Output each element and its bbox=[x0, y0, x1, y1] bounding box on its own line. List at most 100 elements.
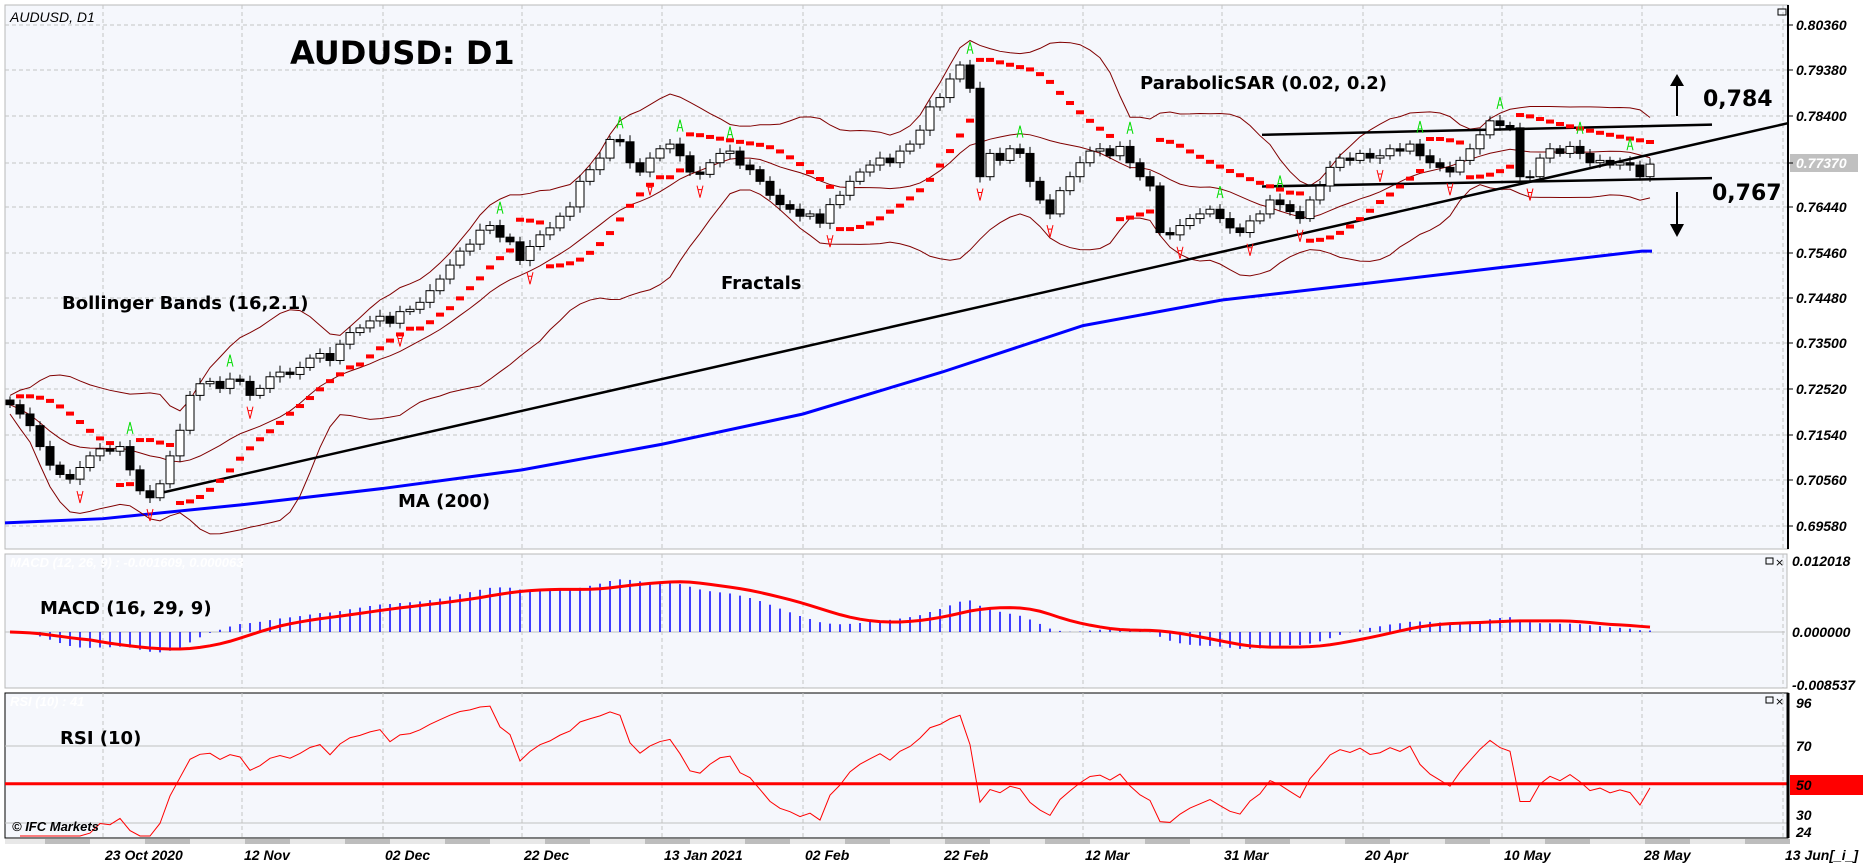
candle bbox=[1015, 148, 1025, 154]
sar-dot bbox=[956, 133, 964, 138]
candle bbox=[335, 343, 345, 361]
sar-dot bbox=[1166, 139, 1174, 144]
sar-dot bbox=[126, 482, 134, 487]
fractal-up-icon bbox=[1576, 121, 1584, 135]
rsi-label: RSI (10) bbox=[60, 728, 141, 749]
rsi-close-icon[interactable]: × bbox=[1775, 695, 1784, 708]
sar-label: ParabolicSAR (0.02, 0.2) bbox=[1140, 73, 1387, 94]
sar-dot bbox=[286, 411, 294, 416]
candle bbox=[645, 157, 655, 173]
candle bbox=[1485, 120, 1495, 136]
price-tick: 0.72520 bbox=[1796, 381, 1847, 397]
price-tick: 0.74480 bbox=[1796, 290, 1847, 306]
macd-maximize-icon[interactable] bbox=[1765, 557, 1774, 565]
sar-dot bbox=[916, 188, 924, 193]
fractal-down-icon bbox=[146, 508, 154, 522]
sar-dot bbox=[686, 132, 694, 137]
candle bbox=[285, 371, 295, 375]
fractal-up-icon bbox=[1416, 120, 1424, 134]
candle bbox=[1475, 134, 1485, 150]
sar-dot bbox=[666, 175, 674, 180]
rsi-panel bbox=[4, 692, 1789, 839]
price-tick: 0.71540 bbox=[1796, 427, 1847, 443]
sar-dot bbox=[1206, 159, 1214, 164]
macd-label: MACD (16, 29, 9) bbox=[40, 598, 212, 619]
candle bbox=[1225, 218, 1235, 229]
candle bbox=[1255, 213, 1265, 222]
sar-dot bbox=[436, 312, 444, 317]
sar-dot bbox=[226, 468, 234, 473]
sar-dot bbox=[1456, 140, 1464, 145]
candle bbox=[655, 148, 665, 159]
candle bbox=[45, 446, 55, 466]
main-maximize-icon[interactable] bbox=[1777, 8, 1787, 16]
candle bbox=[1185, 218, 1195, 227]
macd-close-icon[interactable]: × bbox=[1775, 556, 1784, 569]
sar-dot bbox=[316, 387, 324, 392]
candle bbox=[755, 169, 765, 182]
macd-tick: 0.012018 bbox=[1792, 553, 1851, 569]
candle bbox=[1315, 185, 1325, 201]
candle bbox=[1275, 199, 1285, 206]
sar-dot bbox=[306, 396, 314, 401]
date-strip-segment bbox=[1145, 839, 1190, 844]
sar-dot bbox=[1086, 118, 1094, 123]
candle bbox=[745, 164, 755, 171]
candle bbox=[195, 383, 205, 396]
sar-dot bbox=[326, 379, 334, 384]
candle bbox=[1215, 208, 1225, 220]
rsi-tick: 96 bbox=[1796, 695, 1812, 711]
candle bbox=[495, 225, 505, 238]
price-tick: 0.80360 bbox=[1796, 17, 1847, 33]
date-strip-segment bbox=[345, 839, 390, 844]
candle bbox=[555, 215, 565, 229]
candle bbox=[685, 155, 695, 173]
candle bbox=[935, 97, 945, 108]
fractal-down-icon bbox=[1446, 183, 1454, 196]
sar-dot bbox=[596, 242, 604, 247]
candle bbox=[1135, 162, 1145, 178]
fractal-up-icon bbox=[496, 201, 504, 214]
candle bbox=[85, 455, 95, 469]
sar-dot bbox=[896, 203, 904, 208]
sar-dot bbox=[716, 136, 724, 141]
rsi-50-box bbox=[1790, 775, 1863, 795]
candle bbox=[675, 143, 685, 157]
sar-dot bbox=[1336, 230, 1344, 235]
candle bbox=[1575, 145, 1585, 154]
rsi-maximize-icon[interactable] bbox=[1765, 696, 1774, 704]
date-strip-segment bbox=[945, 839, 990, 844]
candle bbox=[725, 150, 735, 154]
date-strip-segment bbox=[645, 839, 690, 844]
channel-lower bbox=[1261, 176, 1713, 188]
date-strip-segment bbox=[545, 839, 590, 844]
sar-dot bbox=[86, 428, 94, 433]
sar-dot bbox=[966, 118, 974, 123]
fractal-down-icon bbox=[1526, 188, 1534, 201]
sar-dot bbox=[836, 227, 844, 232]
date-strip-segment bbox=[1445, 839, 1490, 844]
sar-dot bbox=[1586, 128, 1594, 133]
candle bbox=[1585, 152, 1595, 164]
sar-dot bbox=[256, 437, 264, 442]
candle bbox=[1165, 232, 1175, 236]
candle bbox=[1405, 143, 1415, 152]
sar-dot bbox=[396, 332, 404, 337]
candle bbox=[75, 467, 85, 480]
bollinger-layer bbox=[9, 39, 1651, 535]
candle bbox=[1085, 150, 1095, 164]
candle bbox=[1425, 155, 1435, 164]
fractal-up-icon bbox=[1626, 138, 1634, 151]
date-tick: 31 Mar bbox=[1224, 847, 1270, 863]
candle bbox=[1075, 162, 1085, 178]
date-tick: 23 Oct 2020 bbox=[104, 847, 183, 863]
candle bbox=[355, 327, 365, 334]
sar-dot bbox=[186, 499, 194, 504]
sar-dot bbox=[1106, 133, 1114, 138]
sar-dot bbox=[296, 404, 304, 409]
sar-dot bbox=[1496, 169, 1504, 174]
bollinger-upper bbox=[9, 39, 1651, 412]
sar-dot bbox=[1436, 137, 1444, 141]
fractal-down-icon bbox=[1296, 229, 1304, 242]
